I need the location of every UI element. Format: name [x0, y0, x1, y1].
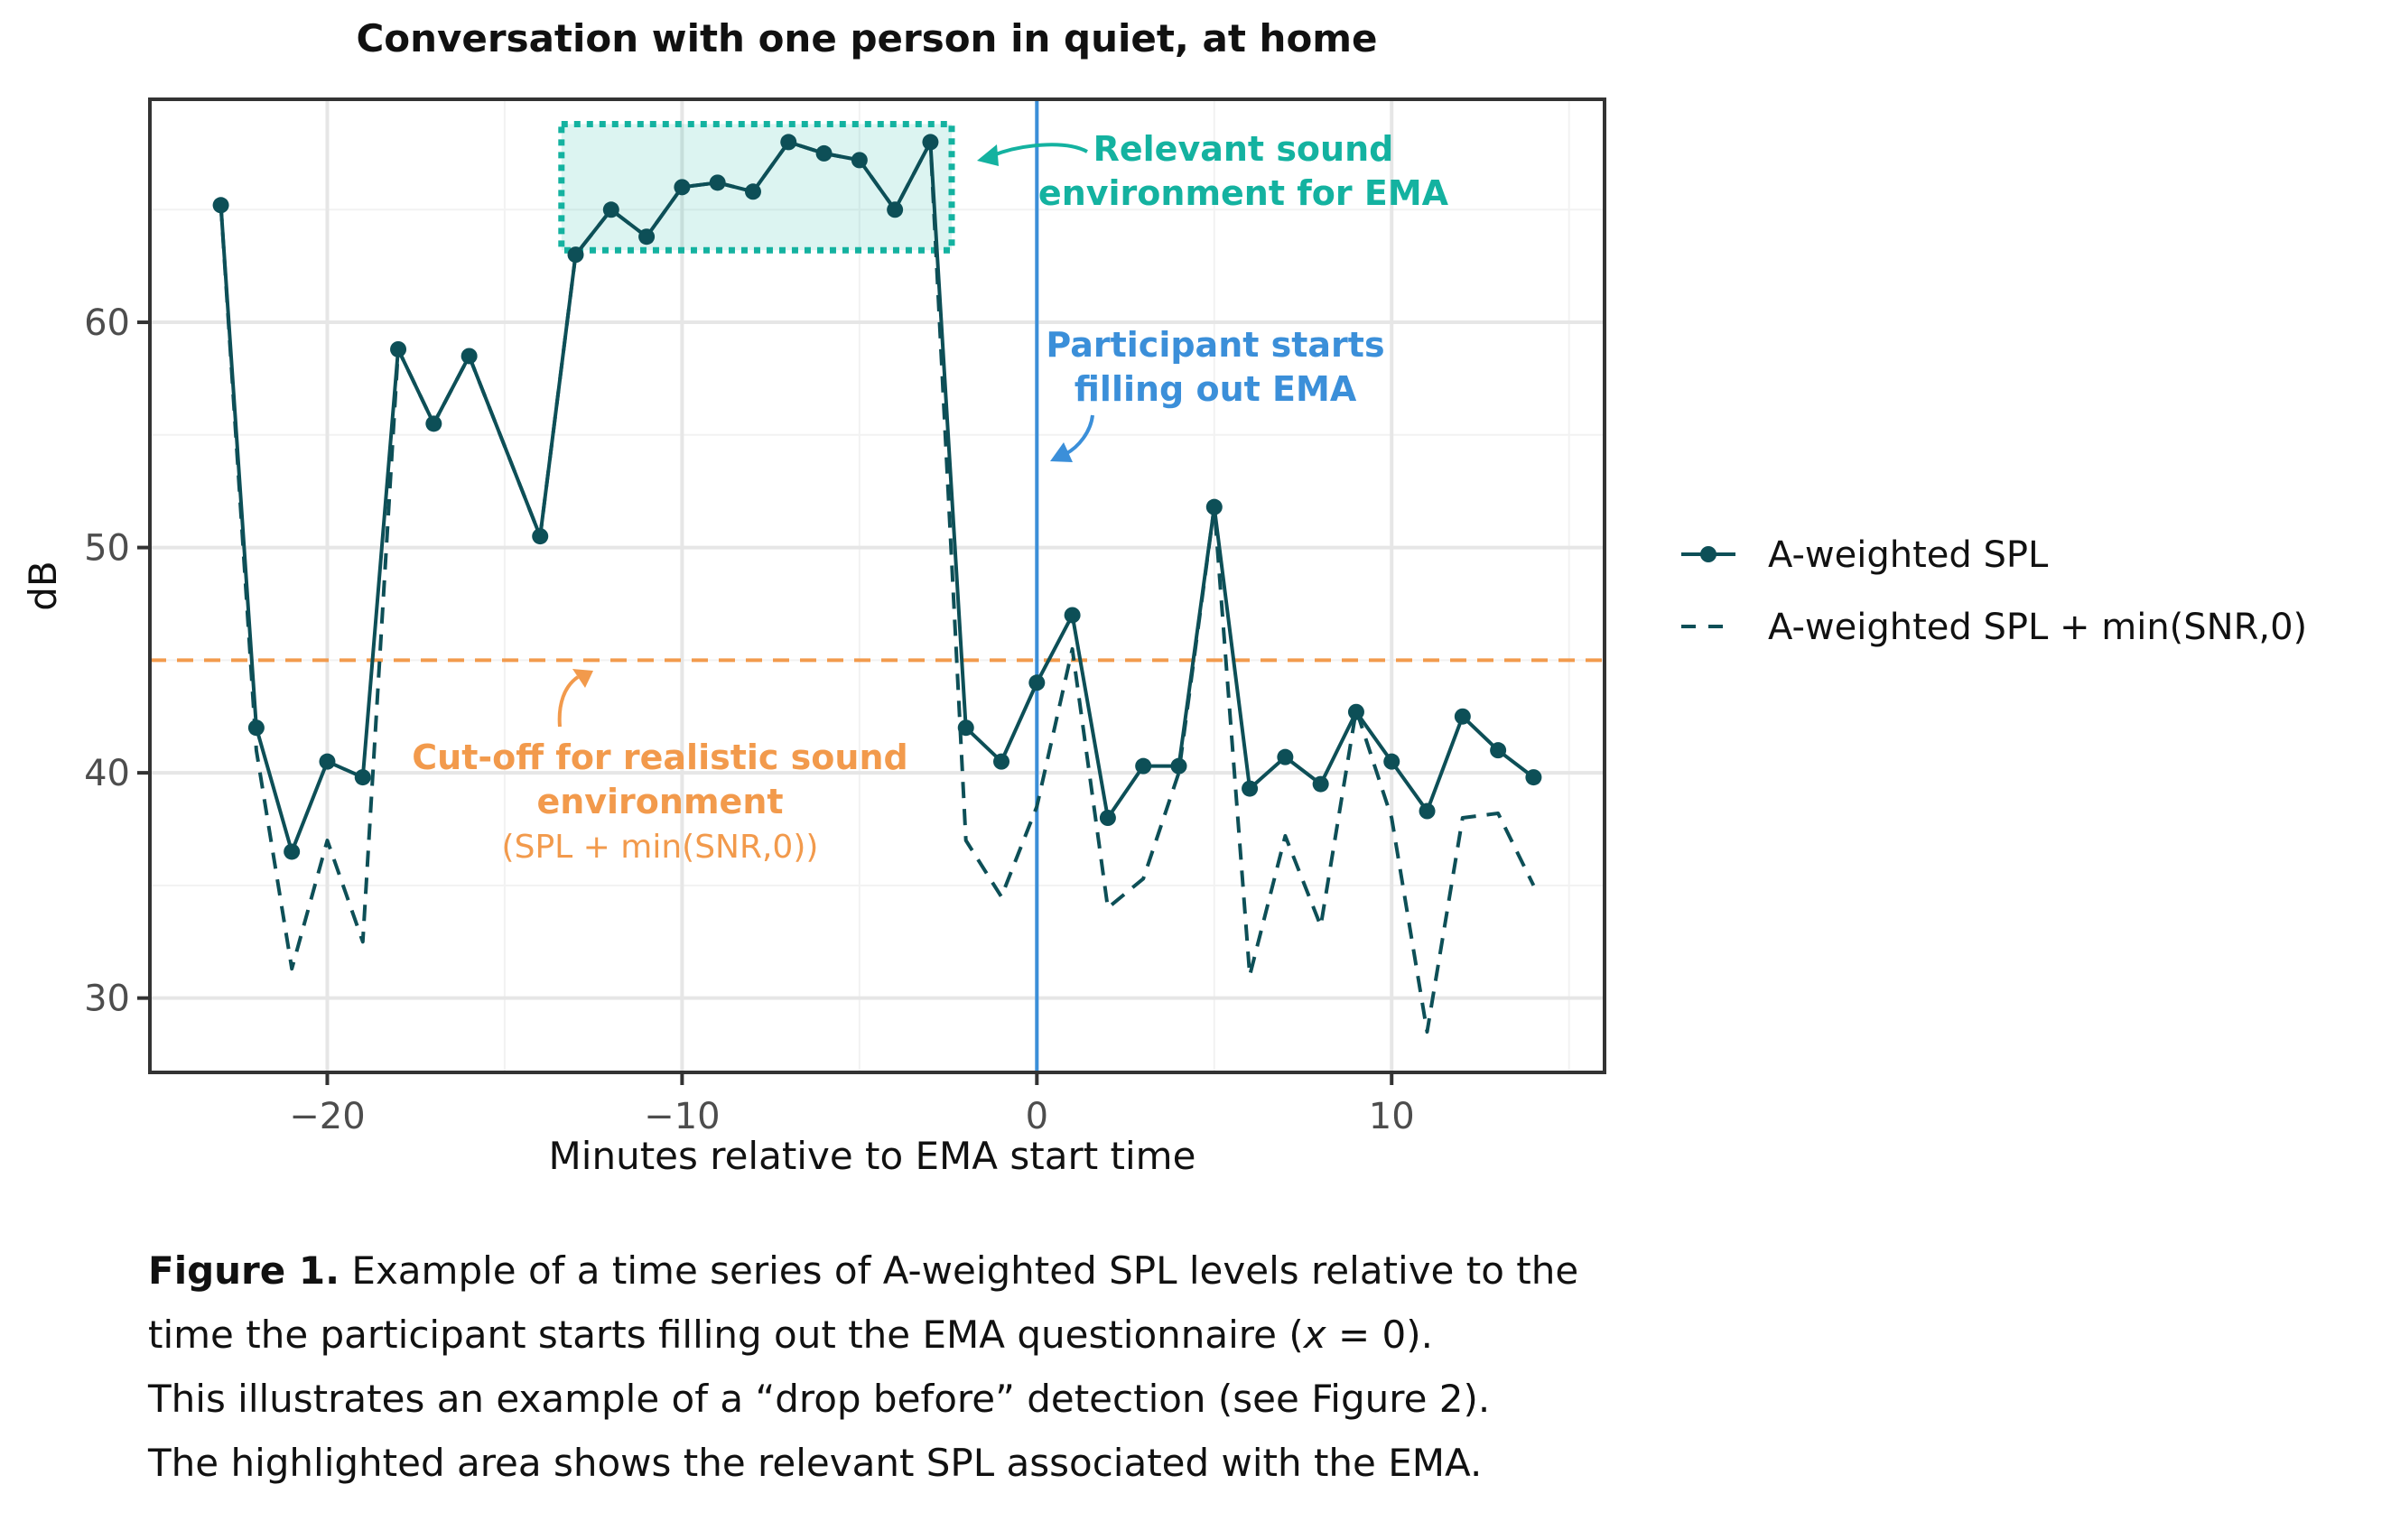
series-spl-point: [922, 134, 939, 151]
series-spl-point: [1419, 802, 1436, 820]
x-axis-label: Minutes relative to EMA start time: [549, 1134, 1196, 1178]
y-tick-label: 30: [84, 979, 130, 1020]
series-spl-point: [567, 246, 584, 264]
participant-arrow: [1064, 414, 1094, 456]
x-tick-label: −20: [289, 1096, 365, 1137]
series-spl-point: [709, 174, 726, 191]
grid-major-lines: [150, 99, 1605, 1072]
cutoff-arrowhead: [572, 669, 593, 688]
series-spl-point: [212, 197, 229, 214]
series-spl-point: [390, 340, 407, 357]
series-spl-point: [1170, 757, 1187, 775]
series-spl-point: [532, 528, 549, 545]
plot-border: [148, 97, 1606, 1074]
legend-spl-swatch-point: [1700, 546, 1716, 562]
caption-variable-x: x: [1303, 1313, 1326, 1357]
y-tick-label: 50: [84, 528, 130, 570]
caption-line-3: This illustrates an example of a “drop b…: [148, 1377, 1491, 1421]
series-spl-point: [284, 843, 301, 860]
x-tick-label: −10: [644, 1096, 720, 1137]
participant-arrowhead: [1050, 442, 1073, 462]
caption-line-4: The highlighted area shows the relevant …: [148, 1441, 1483, 1485]
plot-panel: [148, 97, 1606, 1074]
series-spl-point: [1028, 674, 1046, 691]
series-spl-point: [815, 144, 833, 162]
series-spl-point: [425, 415, 442, 432]
annotation-cutoff-subtext: (SPL + min(SNR,0)): [502, 829, 819, 866]
figure-caption: Figure 1. Example of a time series of A-…: [148, 1238, 2135, 1495]
series-spl-point: [1347, 703, 1364, 720]
annotation-participant-line: Participant starts: [1046, 325, 1384, 365]
y-tick-label: 40: [84, 753, 130, 794]
series-spl-point: [780, 134, 797, 151]
annotation-cutoff-line: Cut-off for realistic sound: [412, 738, 907, 777]
series-spl-point: [1242, 780, 1259, 797]
annotation-cutoff-line: environment: [536, 782, 783, 821]
caption-line-2: time the participant starts filling out …: [148, 1303, 2135, 1367]
caption-line-1-text: Example of a time series of A-weighted S…: [340, 1248, 1579, 1293]
series-spl-point: [638, 228, 656, 246]
relevant-arrow: [992, 143, 1088, 157]
series-spl-point: [1525, 769, 1542, 786]
caption-line-1: Figure 1. Example of a time series of A-…: [148, 1238, 2135, 1303]
caption-line-2-pre: time the participant starts filling out …: [148, 1313, 1304, 1357]
annotation-relevant-line: Relevant sound: [1093, 129, 1394, 169]
series-spl-point: [1383, 753, 1400, 770]
series-spl-point: [247, 719, 265, 737]
series-spl-point: [1099, 810, 1116, 827]
annotation-participant-line: filling out EMA: [1075, 369, 1357, 409]
legend-spl-label: A-weighted SPL: [1768, 534, 2049, 576]
series-spl-point: [1490, 742, 1507, 759]
series-spl-point: [674, 179, 691, 196]
series-spl-point: [1454, 708, 1471, 725]
y-axis-label: dB: [21, 561, 65, 610]
series-spl-plus-snr-line: [219, 140, 1536, 1034]
series-spl-point: [993, 753, 1010, 770]
x-tick-label: 10: [1369, 1096, 1415, 1137]
series-spl-point: [319, 753, 336, 770]
legend-spl-snr-label: A-weighted SPL + min(SNR,0): [1768, 607, 2307, 648]
cutoff-arrow: [557, 675, 580, 728]
series-spl-point: [1064, 607, 1081, 624]
reference-lines: [150, 99, 1605, 1072]
legend: A-weighted SPL A-weighted SPL + min(SNR,0…: [1681, 534, 2307, 648]
series-spl-point: [1205, 498, 1223, 515]
annotation-relevant-line: environment for EMA: [1038, 173, 1449, 213]
series-spl-point: [1277, 748, 1294, 765]
series-spl-point: [354, 769, 371, 786]
series-spl-point: [1312, 775, 1329, 793]
y-tick-label: 60: [84, 302, 130, 344]
series-spl-point: [887, 201, 904, 218]
series-spl-point: [602, 201, 619, 218]
chart-title: Conversation with one person in quiet, a…: [356, 16, 1377, 60]
series-spl-point: [1135, 757, 1152, 775]
series-layer: [212, 134, 1542, 1034]
series-spl-point: [461, 348, 478, 365]
x-tick-label: 0: [1026, 1096, 1048, 1137]
series-spl-point: [851, 152, 868, 169]
series-spl-point: [957, 719, 974, 737]
caption-figure-label: Figure 1.: [148, 1248, 340, 1293]
axes: −20 −10 0 10 30 40 50 60: [84, 302, 1415, 1137]
relevant-arrowhead: [977, 144, 999, 166]
caption-line-2-post: = 0).: [1326, 1313, 1433, 1357]
series-spl-point: [744, 183, 761, 200]
